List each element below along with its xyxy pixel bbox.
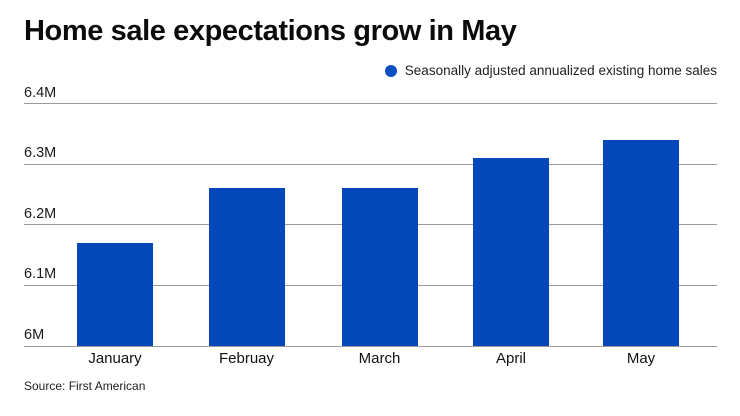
- bar-may: [603, 139, 679, 346]
- x-axis-label: April: [495, 350, 527, 367]
- x-axis-label: January: [88, 350, 142, 367]
- legend-label: Seasonally adjusted annualized existing …: [404, 63, 717, 78]
- y-tick-label: 6.2M: [24, 205, 57, 222]
- bar-april: [473, 158, 549, 346]
- bar-march: [341, 188, 418, 346]
- bar-january: [77, 242, 153, 346]
- x-axis-label: March: [358, 350, 401, 367]
- bar-februay: [208, 188, 285, 346]
- y-tick-label: 6.3M: [24, 145, 57, 162]
- gridline: [24, 163, 717, 165]
- y-tick-label: 6.4M: [24, 84, 57, 101]
- gridline: [24, 345, 717, 347]
- x-axis-label: May: [626, 350, 656, 367]
- chart-title: Home sale expectations grow in May: [24, 15, 517, 47]
- x-axis-label: Februay: [218, 350, 275, 367]
- legend: Seasonally adjusted annualized existing …: [384, 62, 717, 79]
- source-note: Source: First American: [24, 379, 146, 393]
- y-tick-label: 6M: [24, 327, 45, 343]
- gridline: [24, 103, 717, 104]
- legend-circle-icon: [384, 64, 397, 77]
- y-tick-label: 6.1M: [24, 266, 57, 283]
